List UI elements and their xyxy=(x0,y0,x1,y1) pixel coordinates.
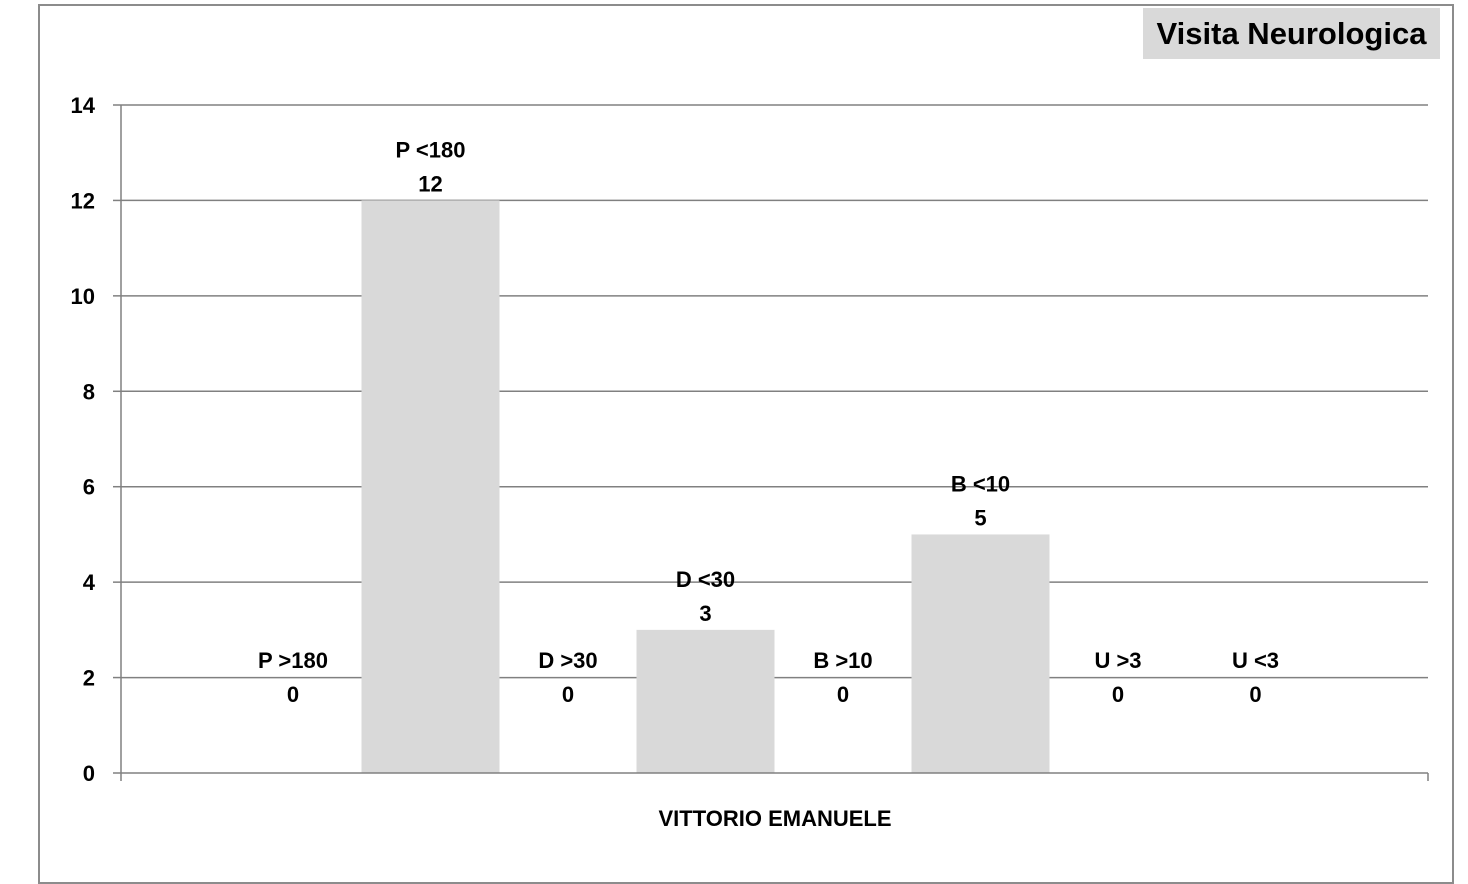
y-tick-label: 6 xyxy=(83,475,95,500)
bar xyxy=(361,200,500,773)
chart-title: Visita Neurologica xyxy=(1143,8,1440,59)
bar-category-label: D >30 xyxy=(538,648,597,673)
bar-category-label: U >3 xyxy=(1094,648,1141,673)
bar-category-label: P >180 xyxy=(258,648,328,673)
y-tick-label: 4 xyxy=(83,570,96,595)
bar-value-label: 0 xyxy=(287,682,299,707)
axes: 0 2 4 6 8 10 12 14 xyxy=(71,93,1429,786)
y-tick-label: 10 xyxy=(71,284,95,309)
bar-category-label: U <3 xyxy=(1232,648,1279,673)
data-labels: P >180 0 P <180 12 D >30 0 D <30 3 B >10 0 B <10 5 U… xyxy=(258,137,1279,707)
bar-value-label: 3 xyxy=(699,601,711,626)
bar-category-label: B <10 xyxy=(951,471,1010,496)
bar xyxy=(636,629,775,773)
bars xyxy=(361,200,1050,773)
y-tick-label: 0 xyxy=(83,761,95,786)
bar xyxy=(911,534,1050,773)
y-tick-label: 2 xyxy=(83,666,95,691)
bar-value-label: 12 xyxy=(418,171,442,196)
y-tick-label: 14 xyxy=(71,93,96,118)
bar-value-label: 0 xyxy=(562,682,574,707)
x-axis-label: VITTORIO EMANUELE xyxy=(658,806,891,831)
bar-value-label: 5 xyxy=(974,505,986,530)
bar-category-label: B >10 xyxy=(813,648,872,673)
bar-value-label: 0 xyxy=(1112,682,1124,707)
y-tick-label: 8 xyxy=(83,379,95,404)
bar-value-label: 0 xyxy=(837,682,849,707)
bar-category-label: P <180 xyxy=(396,137,466,162)
bar-chart: 0 2 4 6 8 10 12 14 P >180 0 P <180 12 D >30 0 D <30 3 B… xyxy=(71,93,1429,831)
y-tick-label: 12 xyxy=(71,188,95,213)
grid-lines xyxy=(121,104,1428,679)
bar-category-label: D <30 xyxy=(676,567,735,592)
bar-value-label: 0 xyxy=(1249,682,1261,707)
